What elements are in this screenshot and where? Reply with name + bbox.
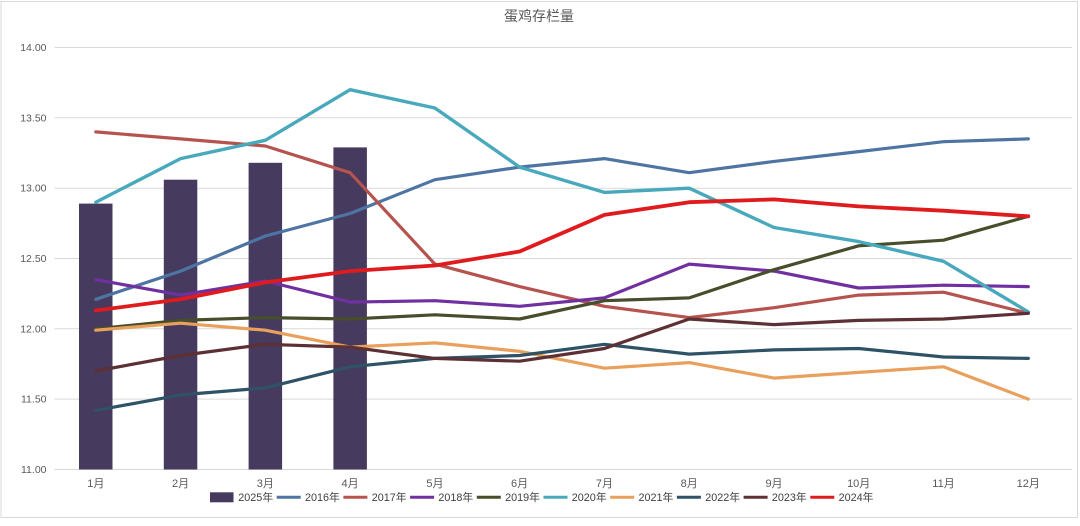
svg-text:2017年: 2017年 (372, 490, 407, 504)
svg-text:3月: 3月 (257, 478, 274, 490)
svg-text:2018年: 2018年 (438, 490, 473, 504)
svg-text:11.00: 11.00 (21, 464, 47, 476)
svg-text:12月: 12月 (1017, 478, 1040, 490)
svg-text:蛋鸡存栏量: 蛋鸡存栏量 (504, 8, 574, 24)
svg-text:2022年: 2022年 (705, 490, 740, 504)
svg-text:8月: 8月 (681, 478, 698, 490)
svg-text:14.00: 14.00 (20, 42, 46, 54)
svg-text:13.50: 13.50 (20, 112, 46, 124)
svg-text:10月: 10月 (847, 478, 870, 490)
svg-text:2023年: 2023年 (772, 490, 807, 504)
svg-text:1月: 1月 (87, 478, 104, 490)
svg-text:2021年: 2021年 (639, 490, 674, 504)
svg-text:5月: 5月 (426, 478, 443, 490)
svg-text:6月: 6月 (511, 478, 528, 490)
svg-text:2024年: 2024年 (839, 490, 874, 504)
svg-text:2019年: 2019年 (505, 490, 540, 504)
svg-text:2016年: 2016年 (305, 490, 340, 504)
svg-text:4月: 4月 (342, 478, 359, 490)
svg-text:9月: 9月 (765, 478, 782, 490)
svg-text:7月: 7月 (596, 478, 613, 490)
svg-text:12.00: 12.00 (20, 323, 46, 335)
svg-text:2020年: 2020年 (572, 490, 607, 504)
svg-text:11.50: 11.50 (21, 394, 47, 406)
svg-text:12.50: 12.50 (20, 253, 46, 265)
svg-text:11月: 11月 (932, 478, 954, 490)
svg-text:2月: 2月 (172, 478, 189, 490)
svg-text:13.00: 13.00 (20, 183, 46, 195)
svg-text:2025年: 2025年 (238, 490, 273, 504)
